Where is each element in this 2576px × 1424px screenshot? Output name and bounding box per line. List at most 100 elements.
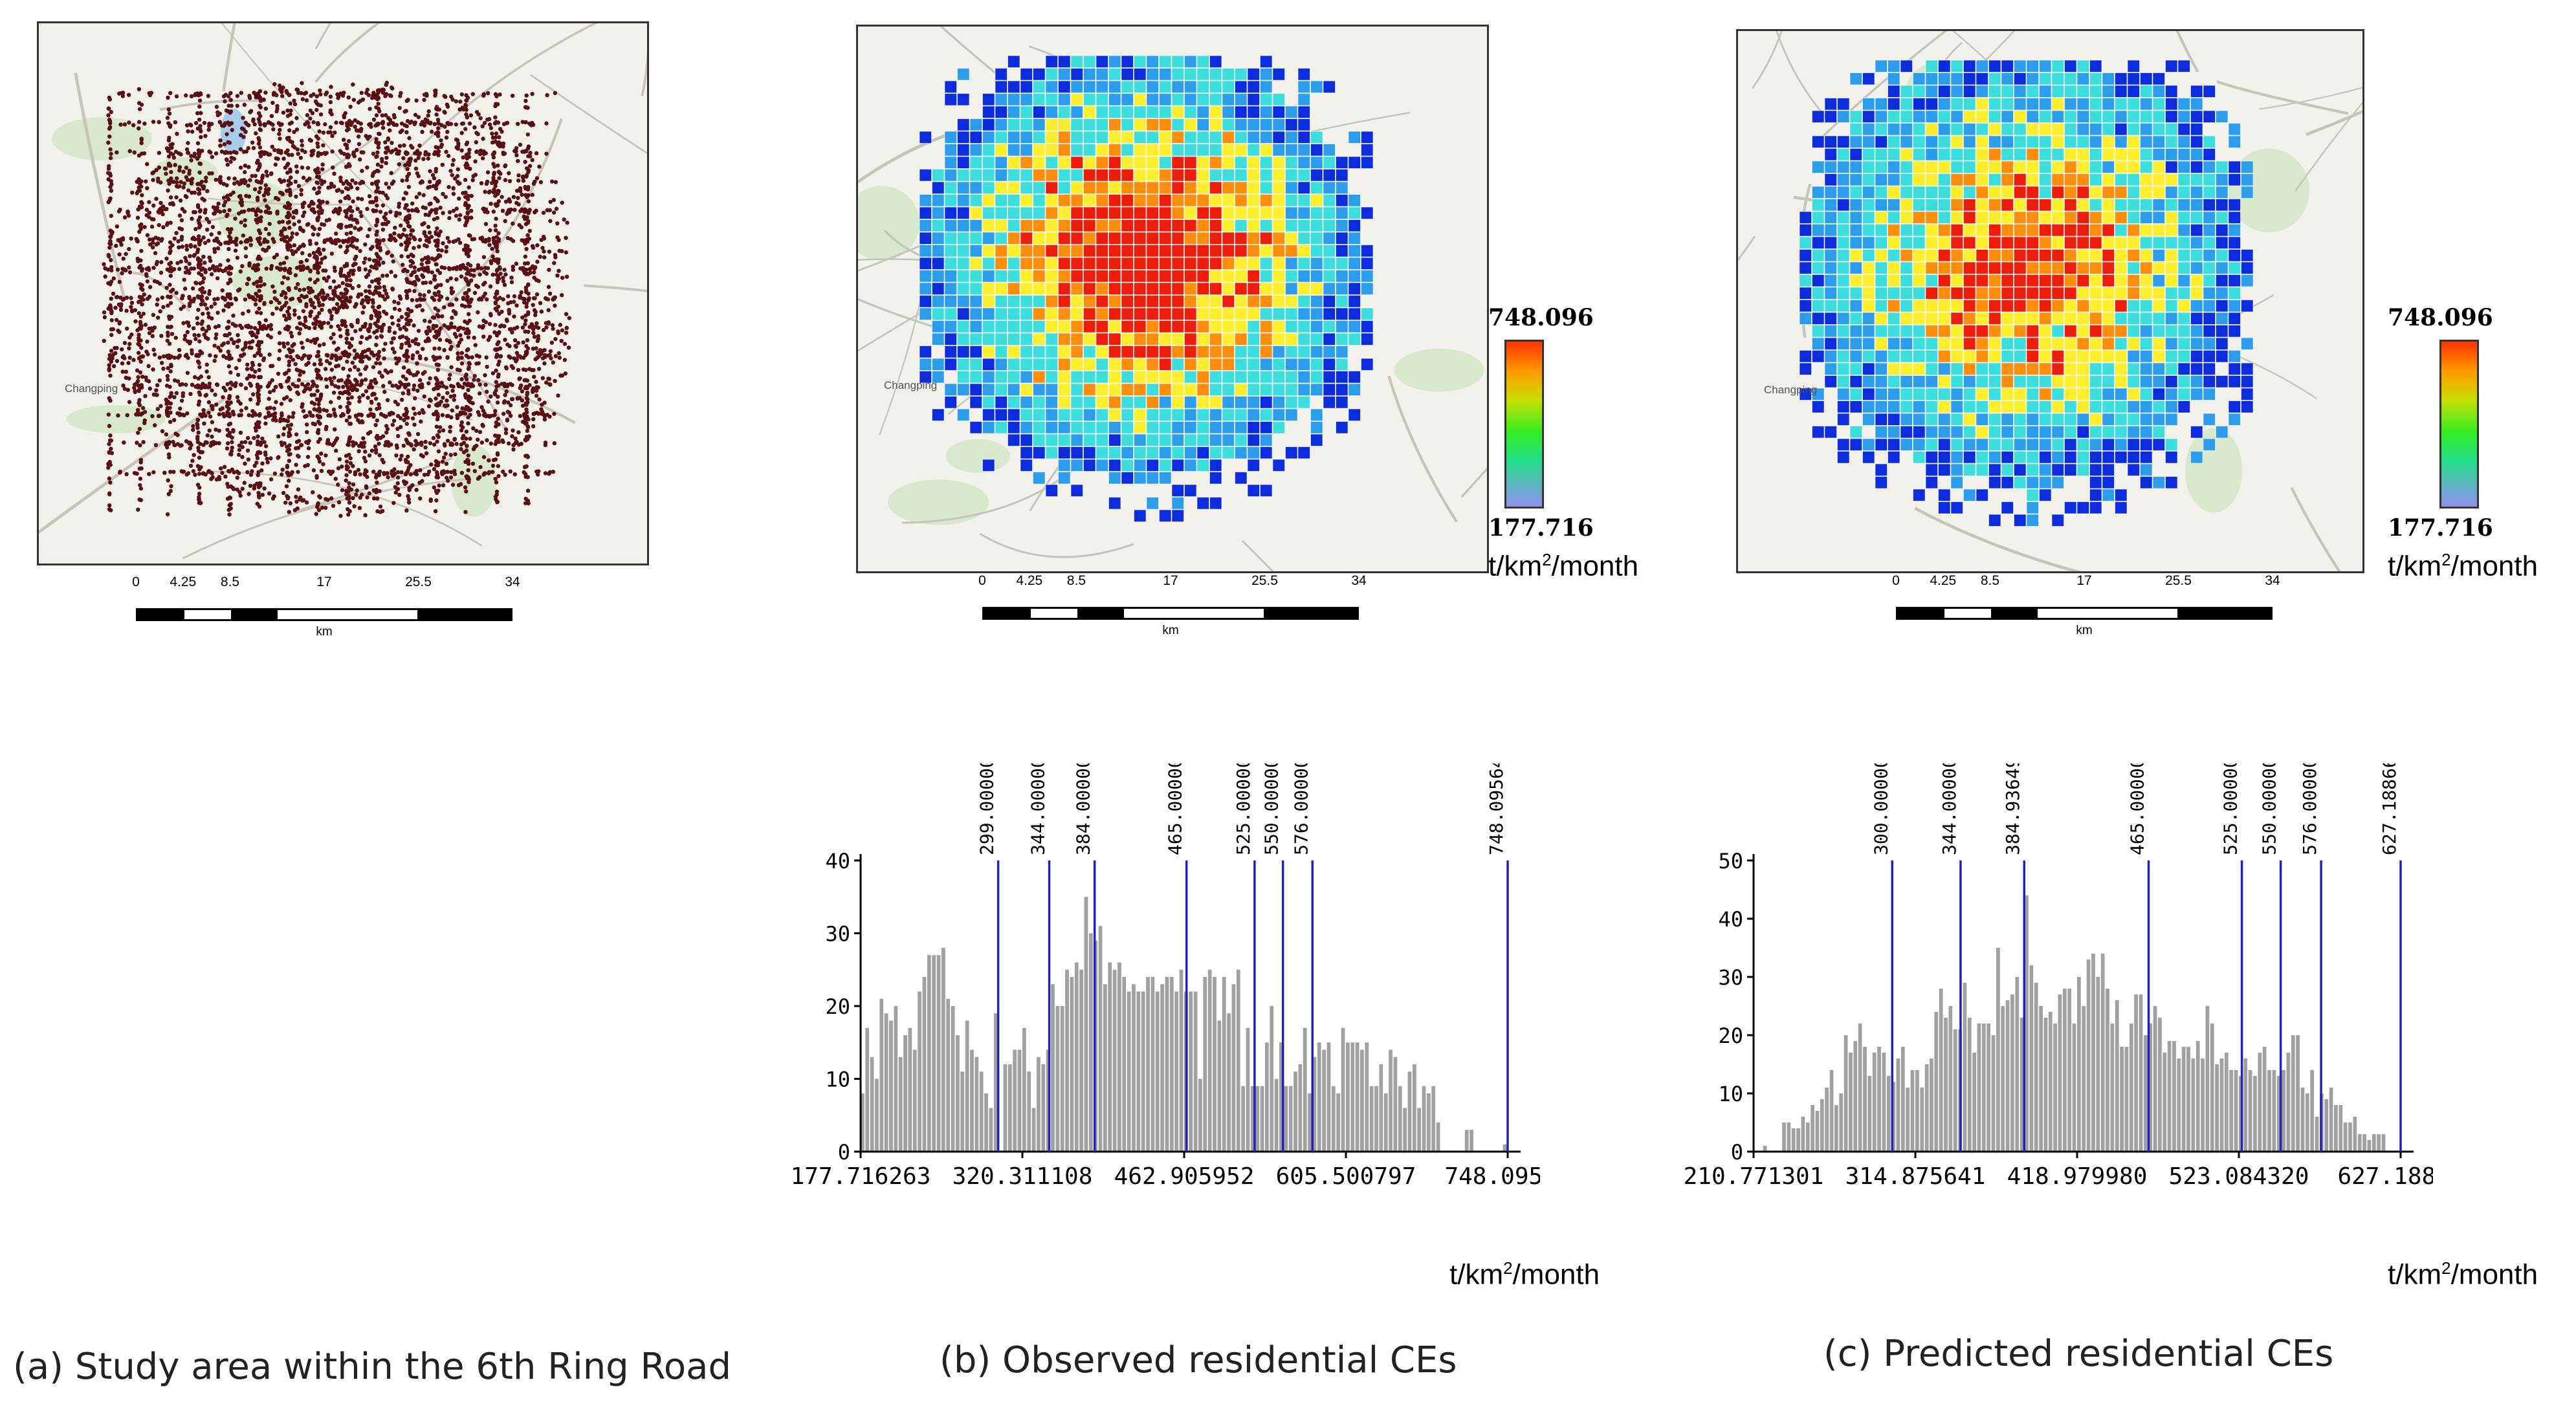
sample-point [138, 107, 142, 111]
sample-point [241, 233, 245, 238]
sample-point [437, 270, 443, 276]
sample-point [347, 217, 352, 221]
sample-point [412, 246, 416, 250]
sample-point [328, 125, 333, 129]
sample-point [435, 475, 441, 479]
sample-point [547, 353, 552, 358]
sample-point [126, 360, 131, 366]
sample-point [188, 122, 193, 127]
sample-point [165, 445, 170, 450]
sample-point [431, 435, 436, 441]
sample-point [130, 309, 135, 314]
sample-point [485, 364, 489, 369]
sample-point [506, 400, 511, 405]
sample-point [296, 151, 300, 156]
sample-point [348, 208, 353, 213]
sample-point [531, 424, 536, 428]
sample-point [294, 164, 299, 169]
sample-point [139, 179, 144, 184]
sample-point [393, 490, 398, 495]
sample-point [440, 314, 445, 318]
sample-point [175, 176, 179, 181]
sample-point [182, 337, 187, 342]
sample-point [504, 389, 509, 394]
sample-point [151, 312, 156, 317]
sample-point [138, 443, 142, 448]
sample-point [355, 379, 359, 384]
map-a-canvas [39, 23, 647, 564]
sample-point [374, 232, 379, 237]
sample-point [221, 308, 226, 312]
sample-point [170, 332, 175, 336]
sample-point [512, 472, 517, 477]
sample-point [161, 305, 166, 309]
sample-point [165, 413, 170, 417]
sample-point [107, 134, 112, 139]
sample-point [165, 374, 170, 378]
sample-point [239, 440, 244, 445]
sample-point [390, 384, 395, 388]
sample-point [375, 286, 379, 290]
sample-point [468, 263, 473, 268]
sample-point [166, 107, 171, 112]
sample-point [370, 245, 375, 249]
sample-point [137, 356, 142, 360]
sample-point [274, 252, 280, 257]
sample-point [318, 112, 324, 116]
sample-point [173, 335, 178, 340]
sample-point [192, 266, 197, 271]
sample-point [349, 395, 354, 400]
sample-point [553, 303, 557, 308]
sample-point [390, 254, 394, 258]
sample-point [283, 204, 287, 209]
sample-point [102, 315, 107, 320]
sample-point [348, 230, 353, 236]
sample-point [549, 340, 555, 345]
sample-point [340, 121, 344, 126]
sample-point [432, 485, 436, 490]
sample-point [387, 325, 392, 330]
sample-point [313, 280, 318, 285]
sample-point [333, 293, 338, 298]
sample-point [459, 377, 464, 382]
sample-point [548, 349, 553, 354]
sample-point [512, 338, 518, 343]
sample-point [230, 435, 234, 440]
sample-point [247, 123, 251, 127]
sample-point [179, 235, 184, 239]
sample-point [496, 464, 500, 468]
sample-point [441, 241, 445, 246]
sample-point [256, 434, 260, 439]
sample-point [188, 441, 192, 445]
sample-point [369, 350, 374, 355]
sample-point [318, 261, 324, 265]
sample-point [235, 476, 239, 480]
sample-point [428, 397, 432, 402]
sample-point [358, 210, 363, 215]
sample-point [308, 298, 313, 302]
sample-point [154, 197, 159, 201]
sample-point [434, 210, 438, 215]
sample-point [373, 258, 379, 263]
sample-point [509, 280, 514, 285]
sample-point [520, 325, 525, 330]
sample-point [131, 358, 136, 362]
sample-point [415, 361, 419, 366]
sample-point [316, 300, 322, 305]
sample-point [402, 325, 406, 329]
sample-point [523, 401, 528, 406]
sample-point [471, 174, 476, 179]
sample-point [309, 303, 314, 307]
sample-point [466, 453, 470, 458]
sample-point [181, 470, 186, 474]
sample-point [346, 410, 350, 415]
sample-point [440, 162, 445, 167]
sample-point [167, 314, 171, 320]
sample-point [214, 237, 219, 242]
sample-point [452, 332, 457, 336]
sample-point [452, 472, 457, 476]
sample-point [215, 246, 221, 251]
sample-point [441, 455, 446, 460]
sample-point [414, 98, 419, 103]
sample-point [560, 328, 565, 333]
